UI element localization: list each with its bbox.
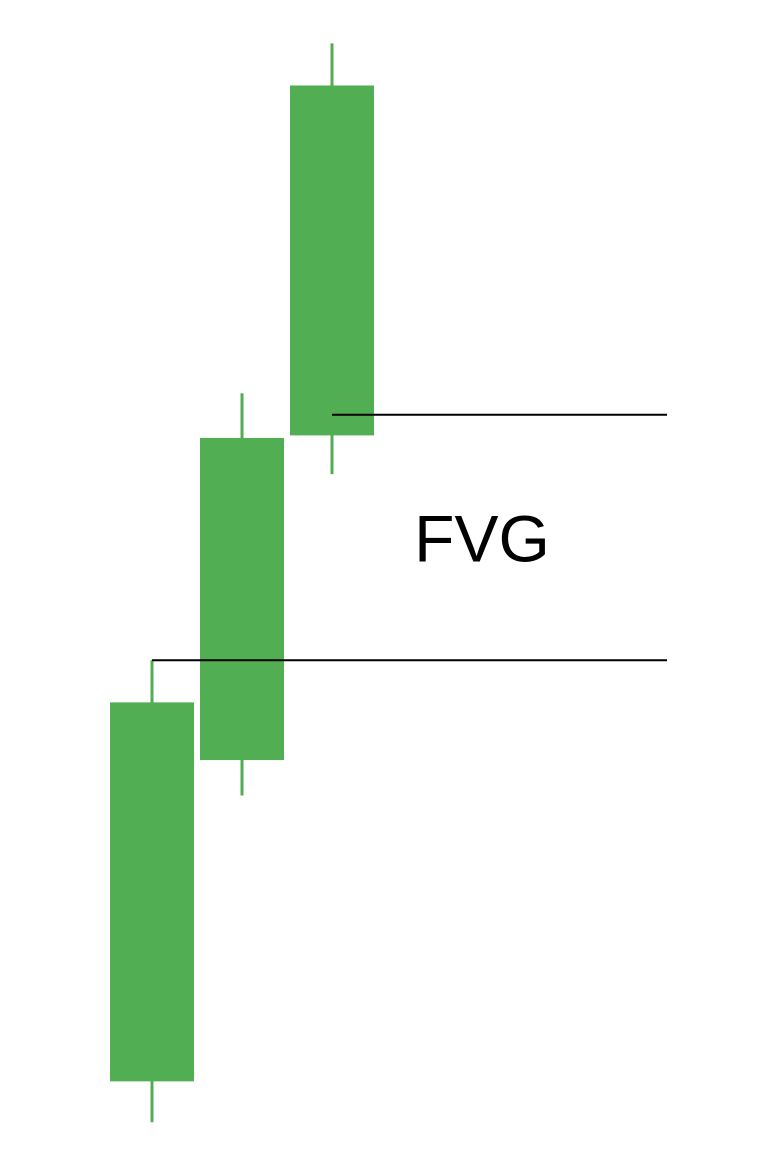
candle-body-3 bbox=[290, 85, 374, 436]
fvg-zone-group: FVG bbox=[152, 413, 667, 662]
candle-body-2 bbox=[200, 437, 284, 761]
candles-group bbox=[110, 43, 374, 1123]
candle-body-1 bbox=[110, 702, 194, 1082]
fvg-label: FVG bbox=[414, 502, 550, 576]
